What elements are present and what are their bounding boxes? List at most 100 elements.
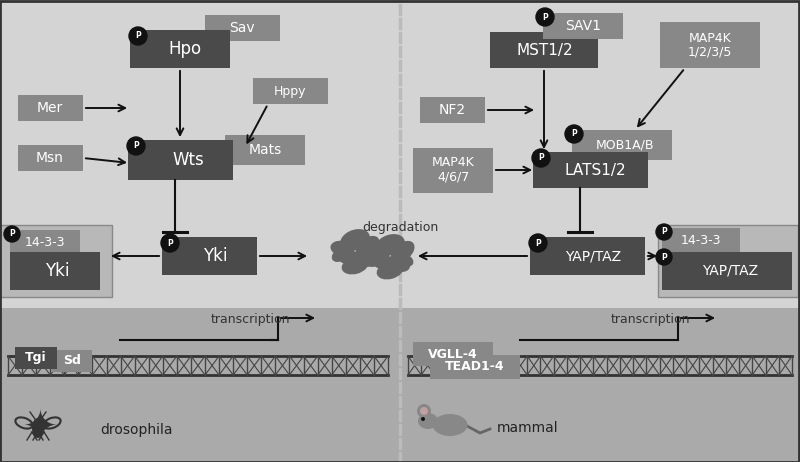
Circle shape	[417, 404, 431, 418]
Text: transcription: transcription	[210, 314, 290, 327]
Ellipse shape	[418, 413, 438, 429]
Circle shape	[529, 234, 547, 252]
Ellipse shape	[342, 256, 368, 274]
Text: degradation: degradation	[362, 221, 438, 235]
Text: P: P	[167, 238, 173, 248]
Circle shape	[656, 249, 672, 265]
Ellipse shape	[330, 241, 354, 256]
Ellipse shape	[340, 229, 370, 251]
Text: MOB1A/B: MOB1A/B	[596, 139, 654, 152]
Text: Sav: Sav	[229, 21, 255, 35]
Circle shape	[127, 137, 145, 155]
Bar	[662, 252, 792, 290]
Ellipse shape	[332, 249, 348, 262]
Ellipse shape	[32, 418, 44, 438]
Text: P: P	[538, 153, 544, 163]
Text: Mats: Mats	[248, 143, 282, 157]
Bar	[662, 228, 740, 254]
Text: drosophila: drosophila	[100, 423, 173, 437]
Text: mammal: mammal	[497, 421, 558, 435]
Bar	[490, 32, 598, 68]
Text: Yki: Yki	[45, 262, 70, 280]
Bar	[205, 15, 280, 41]
Bar	[10, 230, 80, 254]
Text: MAP4K: MAP4K	[432, 157, 474, 170]
Bar	[430, 355, 520, 379]
Text: 14-3-3: 14-3-3	[25, 236, 66, 249]
Ellipse shape	[377, 261, 403, 280]
Ellipse shape	[391, 241, 414, 263]
Ellipse shape	[366, 254, 382, 267]
Circle shape	[420, 407, 428, 415]
Text: Tgi: Tgi	[25, 352, 47, 365]
Bar	[543, 13, 623, 39]
Ellipse shape	[352, 250, 375, 267]
Text: P: P	[542, 12, 548, 22]
Text: P: P	[9, 230, 15, 238]
Bar	[130, 30, 230, 68]
Ellipse shape	[338, 250, 358, 264]
Ellipse shape	[375, 234, 405, 256]
Bar	[52, 350, 92, 372]
Bar	[413, 148, 493, 193]
Bar	[128, 140, 233, 180]
Ellipse shape	[373, 255, 394, 269]
Text: 4/6/7: 4/6/7	[437, 170, 469, 183]
Bar	[572, 130, 672, 160]
Text: 14-3-3: 14-3-3	[681, 235, 722, 248]
Text: P: P	[571, 129, 577, 139]
Text: Hppy: Hppy	[274, 85, 306, 97]
Text: P: P	[661, 253, 667, 261]
Text: Wts: Wts	[172, 151, 204, 169]
Bar	[225, 135, 305, 165]
Text: P: P	[135, 31, 141, 41]
Bar	[533, 152, 648, 188]
Ellipse shape	[397, 254, 414, 267]
Text: LATS1/2: LATS1/2	[564, 163, 626, 177]
Bar	[18, 95, 83, 121]
Ellipse shape	[366, 246, 389, 261]
Circle shape	[532, 149, 550, 167]
Ellipse shape	[387, 255, 410, 272]
Text: Msn: Msn	[36, 151, 64, 165]
Bar	[0, 0, 800, 308]
Text: Hpo: Hpo	[169, 40, 202, 58]
Text: YAP/TAZ: YAP/TAZ	[702, 264, 758, 278]
Circle shape	[536, 8, 554, 26]
Text: MST1/2: MST1/2	[517, 43, 574, 57]
Bar	[0, 225, 112, 297]
Text: NF2: NF2	[438, 103, 466, 117]
Circle shape	[565, 125, 583, 143]
Text: P: P	[133, 141, 139, 151]
Text: Sd: Sd	[63, 354, 81, 367]
Bar	[0, 308, 800, 462]
Text: Yki: Yki	[202, 247, 227, 265]
Text: VGLL-4: VGLL-4	[428, 347, 478, 360]
Text: YAP/TAZ: YAP/TAZ	[565, 249, 621, 263]
Bar	[10, 252, 100, 290]
Text: SAV1: SAV1	[565, 19, 601, 33]
Circle shape	[421, 417, 425, 421]
Text: transcription: transcription	[610, 314, 690, 327]
Bar	[18, 145, 83, 171]
Text: P: P	[661, 227, 667, 237]
Bar	[413, 342, 493, 366]
Circle shape	[129, 27, 147, 45]
Ellipse shape	[433, 414, 467, 436]
Text: P: P	[535, 238, 541, 248]
Bar	[420, 97, 485, 123]
Bar	[530, 237, 645, 275]
Text: TEAD1-4: TEAD1-4	[445, 360, 505, 373]
Bar	[15, 347, 57, 369]
Bar	[253, 78, 328, 104]
Ellipse shape	[356, 236, 379, 258]
Text: MAP4K: MAP4K	[689, 31, 731, 44]
Ellipse shape	[362, 249, 378, 262]
Circle shape	[656, 224, 672, 240]
Text: Mer: Mer	[37, 101, 63, 115]
Circle shape	[4, 226, 20, 242]
Bar	[658, 225, 798, 297]
Text: 1/2/3/5: 1/2/3/5	[688, 45, 732, 59]
Bar	[660, 22, 760, 68]
Bar	[162, 237, 257, 275]
